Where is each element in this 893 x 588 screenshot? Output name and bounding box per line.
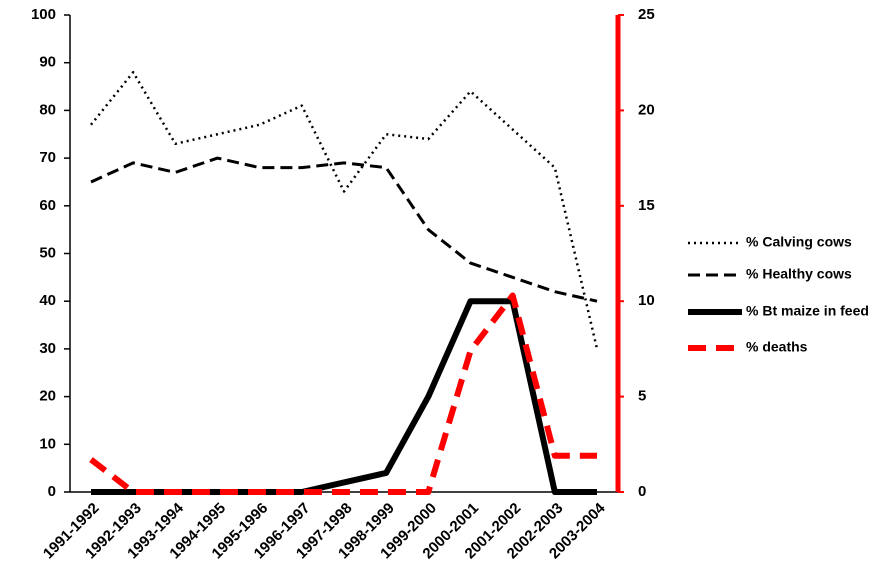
y2-tick-label: 25 xyxy=(638,6,655,23)
y-tick-label: 100 xyxy=(31,6,56,23)
legend-label: % deaths xyxy=(746,339,808,355)
y2-tick-label: 5 xyxy=(638,388,646,405)
y-tick-label: 90 xyxy=(39,54,56,71)
legend-label: % Calving cows xyxy=(746,234,852,250)
y-tick-label: 20 xyxy=(39,388,56,405)
y-tick-label: 40 xyxy=(39,292,56,309)
legend-label: % Bt maize in feed xyxy=(746,303,869,319)
series-line xyxy=(90,156,598,303)
y2-tick-label: 20 xyxy=(638,101,655,118)
y-tick-label: 0 xyxy=(48,483,56,500)
y-tick-label: 30 xyxy=(39,340,56,357)
y-tick-label: 60 xyxy=(39,197,56,214)
y2-tick-label: 15 xyxy=(638,197,655,214)
series-line xyxy=(90,70,599,350)
y2-tick-label: 10 xyxy=(638,292,655,309)
y2-tick-label: 0 xyxy=(638,483,646,500)
y-tick-label: 10 xyxy=(39,435,56,452)
y-tick-label: 80 xyxy=(39,101,56,118)
legend-label: % Healthy cows xyxy=(746,266,852,282)
y-tick-label: 50 xyxy=(39,244,56,261)
series-line xyxy=(89,292,597,495)
y-tick-label: 70 xyxy=(39,149,56,166)
